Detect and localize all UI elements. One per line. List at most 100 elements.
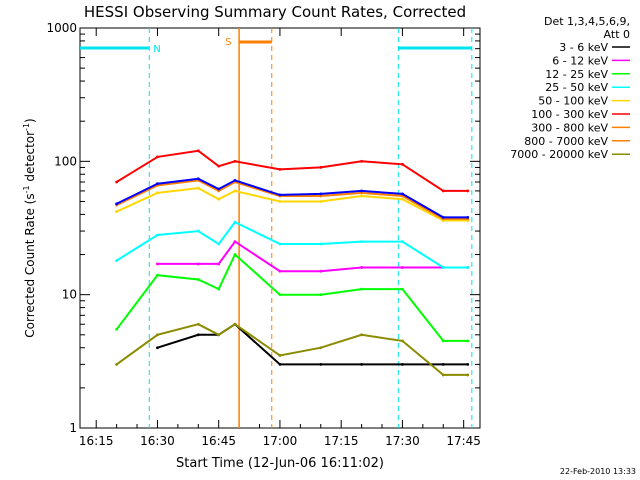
x-tick-label: 17:45	[446, 434, 481, 448]
legend-entry-label: 7000 - 20000 keV	[510, 148, 608, 161]
series-point	[217, 197, 221, 201]
legend-header-line: Att 0	[604, 28, 630, 41]
series-point	[319, 269, 323, 273]
series-point	[278, 293, 282, 297]
y-axis-label-sup: -1	[22, 123, 31, 131]
legend-entry-label: 300 - 800 keV	[531, 121, 608, 134]
series-point	[319, 346, 323, 350]
series-point	[360, 194, 363, 198]
y-axis-label: Corrected Count Rate (s-1 detector-1)	[22, 118, 37, 337]
series-point	[360, 240, 363, 244]
series-point	[233, 240, 237, 244]
series-point	[196, 229, 200, 233]
series-point	[360, 191, 363, 195]
series-point	[233, 178, 237, 182]
series-point	[360, 159, 363, 163]
series-point	[441, 215, 445, 219]
series-point	[278, 167, 282, 171]
series-point	[196, 149, 200, 153]
legend-entry-label: 25 - 50 keV	[545, 81, 608, 94]
series-point	[217, 287, 221, 291]
footer-date: 22-Feb-2010 13:33	[560, 467, 636, 476]
plot-frame	[79, 27, 481, 429]
series-line	[116, 179, 468, 220]
series-point	[217, 187, 221, 191]
series-point	[466, 266, 470, 269]
series-point	[156, 273, 159, 277]
x-tick-label: 16:45	[201, 434, 236, 448]
series-point	[360, 333, 363, 337]
series-point	[196, 177, 200, 181]
series-point	[319, 166, 323, 169]
y-axis-label-part: Corrected Count Rate (s	[23, 193, 37, 337]
series-point	[319, 194, 323, 198]
series-point	[217, 164, 221, 168]
series-point	[401, 287, 404, 291]
y-tick-label: 100	[54, 154, 77, 168]
series-point	[360, 362, 363, 366]
series-point	[115, 210, 119, 213]
series-point	[466, 339, 470, 343]
series-point	[196, 262, 200, 266]
legend-entry-label: 12 - 25 keV	[545, 68, 608, 81]
series-point	[156, 182, 159, 186]
series-point	[115, 259, 119, 263]
series-line	[157, 240, 468, 273]
x-tick-label: 16:15	[79, 434, 114, 448]
x-axis-label: Start Time (12-Jun-06 16:11:02)	[176, 456, 384, 471]
series-point	[278, 269, 282, 273]
series-line	[157, 322, 468, 366]
series-point	[278, 242, 282, 246]
y-axis-label-sup: -1	[22, 185, 31, 193]
series-point	[319, 200, 323, 203]
series-point	[401, 240, 404, 244]
legend-entry-label: 6 - 12 keV	[552, 54, 608, 67]
legend-entry-label: 100 - 300 keV	[531, 108, 608, 121]
series-point	[233, 220, 237, 224]
series-point	[466, 373, 470, 377]
series-point	[441, 339, 445, 343]
series-point	[401, 339, 404, 343]
series-point	[441, 189, 445, 193]
series-point	[233, 159, 237, 163]
series-point	[196, 186, 200, 190]
series-point	[401, 162, 404, 166]
series-point	[319, 293, 323, 297]
series-point	[466, 189, 470, 193]
series-point	[233, 189, 237, 193]
series-point	[319, 242, 323, 246]
series-point	[115, 362, 119, 366]
x-tick-label: 16:30	[140, 434, 175, 448]
series-point	[217, 242, 221, 246]
series-point	[401, 362, 404, 366]
x-tick-label: 17:00	[263, 434, 298, 448]
series-point	[196, 322, 200, 326]
series-point	[156, 155, 159, 159]
chart-title: HESSI Observing Summary Count Rates, Cor…	[84, 3, 466, 21]
series-point	[217, 333, 221, 337]
series-point	[401, 197, 404, 201]
series-point	[196, 333, 200, 337]
series-point	[115, 202, 119, 206]
legend-entry-label: 800 - 7000 keV	[524, 135, 608, 148]
series-point	[360, 189, 363, 193]
series-point	[319, 362, 323, 366]
series-point	[319, 192, 323, 196]
saa-marker-label: S	[225, 37, 231, 48]
series-point	[115, 180, 119, 184]
y-tick-label: 1000	[46, 21, 77, 35]
y-tick-label: 10	[62, 288, 77, 302]
series-point	[360, 266, 363, 269]
series-point	[401, 192, 404, 196]
legend-header-line: Det 1,3,4,5,6,9,	[544, 15, 630, 28]
night-marker-label: N	[153, 44, 160, 55]
x-tick-label: 17:30	[385, 434, 420, 448]
series-point	[156, 333, 159, 337]
series-line	[116, 187, 468, 222]
series-point	[466, 215, 470, 219]
series-line	[116, 220, 468, 269]
y-axis-label-part: detector	[23, 131, 37, 186]
series-point	[278, 354, 282, 357]
